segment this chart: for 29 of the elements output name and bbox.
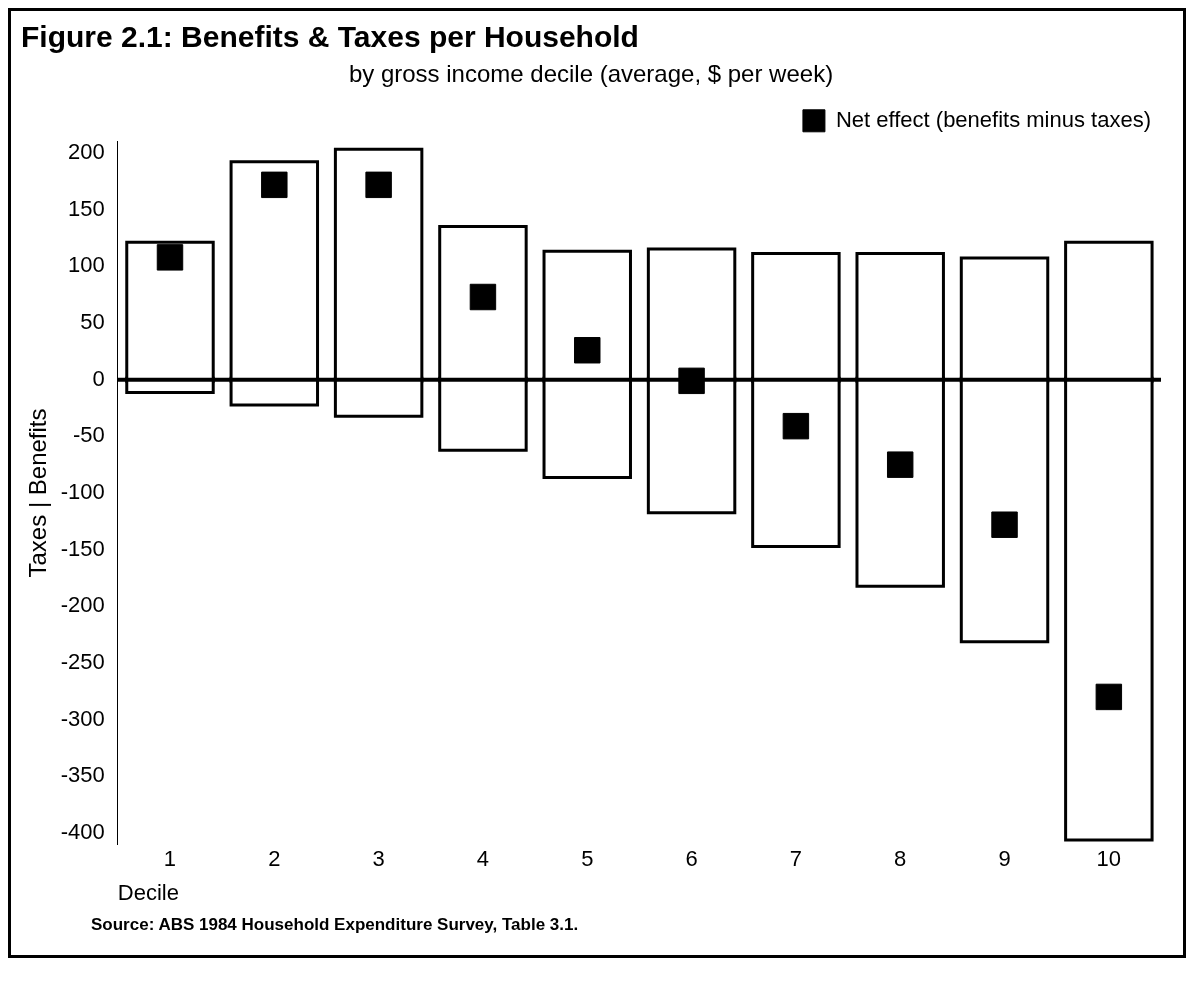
chart-title: Figure 2.1: Benefits & Taxes per Household — [21, 20, 639, 54]
x-tick-label: 6 — [685, 846, 698, 872]
x-tick-label: 8 — [894, 846, 907, 872]
y-tick-label: -50 — [73, 422, 105, 448]
x-tick-label: 9 — [998, 846, 1011, 872]
legend-label: Net effect (benefits minus taxes) — [835, 106, 1152, 132]
y-tick-label: -350 — [60, 762, 105, 788]
y-tick-label: -200 — [60, 592, 105, 618]
y-tick-label: -400 — [60, 818, 105, 844]
x-tick-label: 2 — [268, 846, 281, 872]
y-tick-label: 0 — [92, 365, 105, 391]
y-tick-label: -150 — [60, 535, 105, 561]
x-tick-label: 1 — [163, 846, 177, 872]
y-axis-title: Taxes | Benefits — [24, 408, 52, 578]
y-tick-label: 100 — [68, 252, 105, 278]
x-axis-title: Decile — [117, 879, 179, 905]
x-tick-label: 5 — [581, 846, 594, 872]
y-tick-label: -100 — [60, 479, 105, 505]
y-tick-label: 200 — [68, 139, 105, 165]
y-tick-label: 150 — [68, 195, 105, 221]
y-tick-label: 50 — [80, 309, 105, 335]
y-tick-label: -250 — [60, 649, 105, 674]
x-tick-label: 4 — [476, 846, 490, 872]
x-tick-label: 7 — [789, 846, 803, 872]
source-note: Source: ABS 1984 Household Expenditure Survey, Table 3.1. — [90, 914, 580, 936]
x-tick-label: 3 — [372, 846, 385, 872]
chart-subtitle: by gross income decile (average, $ per week) — [348, 60, 834, 88]
y-tick-label: -300 — [60, 705, 105, 731]
x-tick-label: 10 — [1096, 846, 1122, 872]
